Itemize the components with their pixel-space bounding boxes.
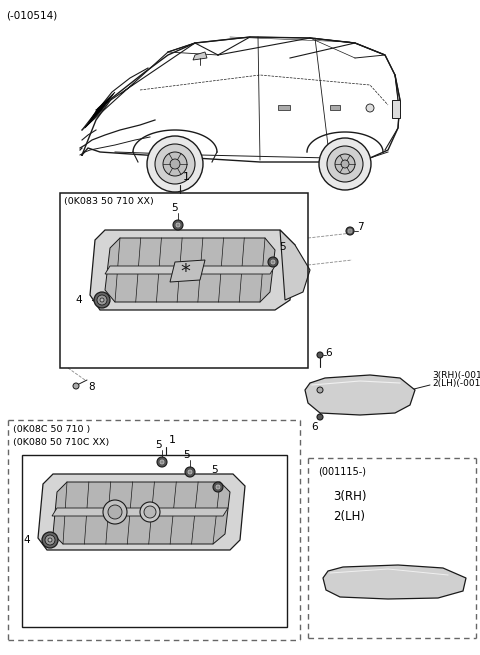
Circle shape [346, 227, 354, 235]
Polygon shape [53, 482, 230, 544]
Polygon shape [105, 266, 275, 274]
Circle shape [108, 505, 122, 519]
Text: 1: 1 [169, 435, 176, 445]
Circle shape [317, 387, 323, 393]
Text: 4: 4 [75, 295, 82, 305]
Circle shape [271, 260, 275, 264]
Text: 2(LH): 2(LH) [333, 510, 365, 523]
Circle shape [319, 138, 371, 190]
Circle shape [157, 457, 167, 467]
Text: 6: 6 [312, 422, 318, 432]
Text: 2(LH)(-001115): 2(LH)(-001115) [432, 379, 480, 388]
Polygon shape [392, 100, 400, 118]
Text: 4: 4 [24, 535, 30, 545]
Text: (-010514): (-010514) [6, 10, 57, 20]
Text: (001115-): (001115-) [318, 466, 366, 476]
Text: 8: 8 [88, 382, 95, 392]
Polygon shape [170, 260, 205, 282]
Circle shape [335, 154, 355, 174]
Text: (0K080 50 710C XX): (0K080 50 710C XX) [13, 438, 109, 447]
Circle shape [73, 383, 79, 389]
Circle shape [147, 136, 203, 192]
Text: *: * [180, 261, 190, 280]
Circle shape [173, 220, 183, 230]
Circle shape [341, 160, 349, 168]
Polygon shape [90, 230, 295, 310]
Text: 5: 5 [184, 450, 190, 460]
Bar [22, 455, 287, 627]
Polygon shape [105, 238, 275, 302]
Polygon shape [330, 105, 340, 110]
Polygon shape [323, 565, 466, 599]
Circle shape [366, 104, 374, 112]
Circle shape [188, 470, 192, 474]
Circle shape [48, 538, 52, 542]
Circle shape [185, 467, 195, 477]
Polygon shape [278, 105, 290, 110]
Circle shape [170, 159, 180, 169]
Circle shape [348, 229, 352, 233]
Circle shape [317, 352, 323, 358]
Text: 6: 6 [325, 348, 332, 358]
Circle shape [94, 292, 110, 308]
Polygon shape [85, 92, 115, 128]
Text: 7: 7 [357, 222, 364, 232]
Circle shape [144, 506, 156, 518]
Bar [60, 193, 308, 368]
Text: 5: 5 [279, 242, 286, 252]
Circle shape [163, 152, 187, 176]
Polygon shape [280, 230, 310, 300]
Text: 3(RH)(-001115): 3(RH)(-001115) [432, 371, 480, 380]
Circle shape [42, 532, 58, 548]
Circle shape [140, 502, 160, 522]
Text: 5: 5 [212, 465, 218, 475]
Circle shape [213, 482, 223, 492]
Circle shape [327, 146, 363, 182]
Circle shape [176, 223, 180, 227]
Circle shape [216, 485, 220, 489]
Text: 5: 5 [156, 440, 162, 450]
Circle shape [317, 414, 323, 420]
Circle shape [103, 500, 127, 524]
Polygon shape [38, 474, 245, 550]
Polygon shape [52, 508, 228, 516]
Polygon shape [305, 375, 415, 415]
Text: 5: 5 [171, 203, 177, 213]
Polygon shape [193, 52, 207, 60]
Circle shape [100, 298, 104, 302]
Circle shape [45, 535, 55, 545]
Circle shape [155, 144, 195, 184]
Circle shape [97, 295, 107, 305]
Circle shape [268, 257, 278, 267]
Text: (0K08C 50 710 ): (0K08C 50 710 ) [13, 425, 90, 434]
Circle shape [160, 460, 164, 464]
Text: 1: 1 [183, 172, 190, 182]
Text: (0K083 50 710 XX): (0K083 50 710 XX) [64, 197, 154, 206]
Text: 3(RH): 3(RH) [333, 490, 367, 503]
